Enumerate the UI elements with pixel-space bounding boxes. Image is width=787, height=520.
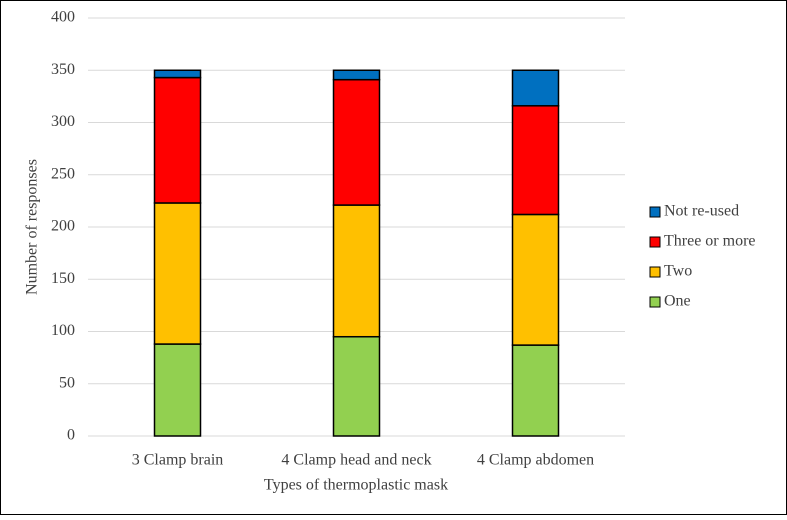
y-tick-label: 200 [51,218,75,235]
bar-segment [511,344,560,437]
bar-segment [332,335,381,437]
bar-segment [511,213,560,346]
bar-segment [511,105,560,216]
y-tick-label: 300 [51,113,75,130]
y-tick-label: 400 [51,9,75,26]
y-tick-label: 250 [51,165,75,182]
bar-segment [332,78,381,206]
bar-segment [153,202,202,345]
legend-label: One [664,293,691,310]
bar-segment [332,204,381,338]
y-tick-label: 50 [59,374,75,391]
legend-label: Not re-used [664,203,739,220]
bar-segment [153,76,202,204]
x-tick-label: 3 Clamp brain [132,452,224,469]
y-tick-label: 350 [51,61,75,78]
legend-label: Three or more [664,233,756,250]
y-tick-label: 100 [51,322,75,339]
x-tick-label: 4 Clamp head and neck [281,452,431,469]
legend-swatch [649,266,661,278]
legend-swatch [649,206,661,218]
legend-swatch [649,296,661,308]
x-axis-label: Types of thermoplastic mask [264,477,448,494]
bar-segment [332,69,381,81]
y-tick-label: 150 [51,270,75,287]
bar-segment [153,69,202,79]
x-tick-label: 4 Clamp abdomen [477,452,594,469]
bar-segment [153,343,202,437]
y-tick-label: 0 [67,427,75,444]
legend-label: Two [664,263,692,280]
y-axis-label: Number of responses [24,159,41,295]
bar-segment [511,69,560,107]
legend-swatch [649,236,661,248]
